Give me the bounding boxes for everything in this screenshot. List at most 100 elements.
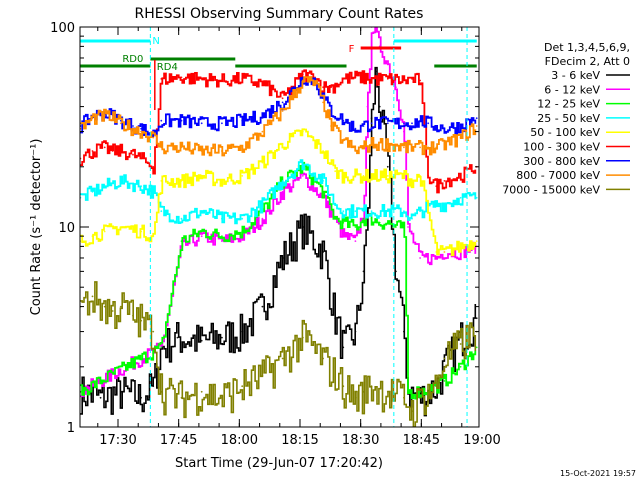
point-300-800-kev	[435, 125, 438, 127]
point-800-7000-kev	[111, 117, 114, 120]
point-800-7000-kev	[475, 125, 478, 127]
point-25-50-kev	[475, 196, 478, 199]
point-6-12-kev	[366, 105, 369, 108]
rd0-label: RD0	[122, 54, 143, 65]
point-25-50-kev	[411, 217, 413, 220]
point-25-50-kev	[459, 196, 462, 199]
point-7000-15000-kev	[459, 343, 462, 345]
point-12-25-kev	[459, 365, 462, 368]
point-6-12-kev	[386, 63, 389, 66]
point-7000-15000-kev	[180, 396, 183, 399]
legend-header: FDecim 2, Att 0	[545, 55, 630, 68]
point-3-6-kev	[281, 257, 284, 259]
point-6-12-kev	[354, 240, 357, 243]
point-800-7000-kev	[180, 146, 183, 149]
point-7000-15000-kev	[221, 396, 223, 399]
point-7000-15000-kev	[103, 305, 106, 308]
point-25-50-kev	[362, 210, 365, 213]
legend-entry-label: 6 - 12 keV	[544, 83, 600, 96]
point-100-300-kev	[103, 146, 106, 149]
point-800-7000-kev	[301, 79, 304, 82]
point-3-6-kev	[99, 396, 102, 399]
point-3-6-kev	[176, 336, 179, 339]
point-50-100-kev	[386, 175, 389, 177]
point-12-25-kev	[354, 226, 357, 228]
point-6-12-kev	[301, 175, 304, 177]
point-100-300-kev	[330, 86, 332, 89]
point-300-800-kev	[261, 114, 264, 117]
series-100-300-kev	[80, 69, 478, 194]
point-50-100-kev	[322, 150, 324, 152]
legend-entry-label: 3 - 6 keV	[551, 69, 600, 82]
point-25-50-kev	[180, 217, 183, 220]
point-50-100-kev	[475, 240, 478, 243]
point-3-6-kev	[395, 270, 397, 273]
point-25-50-kev	[241, 217, 244, 220]
point-7000-15000-kev	[132, 314, 134, 317]
point-50-100-kev	[370, 175, 373, 177]
point-50-100-kev	[342, 175, 345, 177]
legend-entry-label: 12 - 25 keV	[537, 98, 600, 111]
point-300-800-kev	[403, 122, 405, 125]
point-3-6-kev	[342, 346, 345, 349]
point-50-100-kev	[200, 175, 203, 177]
point-100-300-kev	[459, 175, 462, 177]
point-12-25-kev	[386, 221, 389, 224]
point-12-25-kev	[419, 390, 421, 393]
point-7000-15000-kev	[301, 336, 304, 339]
point-100-300-kev	[362, 76, 365, 79]
point-300-800-kev	[132, 125, 134, 127]
point-7000-15000-kev	[281, 357, 284, 360]
legend: Det 1,3,4,5,6,9,FDecim 2, Att 03 - 6 keV…	[502, 41, 630, 196]
point-100-300-kev	[111, 150, 114, 152]
point-7000-15000-kev	[91, 295, 94, 298]
point-100-300-kev	[427, 175, 430, 177]
point-3-6-kev	[241, 330, 244, 333]
point-25-50-kev	[342, 210, 345, 213]
point-800-7000-kev	[435, 146, 438, 149]
point-12-25-kev	[475, 346, 478, 349]
night-label: N	[152, 36, 159, 47]
point-3-6-kev	[200, 339, 203, 342]
point-800-7000-kev	[160, 146, 163, 149]
point-100-300-kev	[419, 79, 421, 82]
point-300-800-kev	[301, 76, 304, 79]
point-3-6-kev	[366, 210, 369, 213]
point-7000-15000-kev	[354, 396, 357, 399]
point-800-7000-kev	[241, 146, 244, 149]
point-7000-15000-kev	[140, 319, 143, 322]
point-100-300-kev	[180, 76, 183, 79]
point-25-50-kev	[435, 203, 438, 206]
point-12-25-kev	[160, 346, 163, 349]
footer-timestamp: 15-Oct-2021 19:57	[560, 469, 636, 478]
point-50-100-kev	[119, 226, 122, 228]
point-7000-15000-kev	[435, 385, 438, 388]
point-300-800-kev	[475, 117, 478, 120]
point-50-100-kev	[180, 180, 183, 182]
point-7000-15000-kev	[160, 390, 163, 393]
point-300-800-kev	[281, 101, 284, 104]
point-800-7000-kev	[342, 139, 345, 142]
point-12-25-kev	[322, 190, 324, 193]
point-300-800-kev	[221, 122, 223, 125]
chart-title: RHESSI Observing Summary Count Rates	[135, 6, 424, 22]
point-25-50-kev	[403, 210, 405, 213]
point-50-100-kev	[261, 161, 264, 164]
point-3-6-kev	[403, 330, 405, 333]
point-7000-15000-kev	[370, 385, 373, 388]
point-50-100-kev	[241, 175, 244, 177]
point-6-12-kev	[200, 235, 203, 238]
point-50-100-kev	[221, 180, 223, 182]
point-6-12-kev	[407, 226, 409, 228]
point-7000-15000-kev	[362, 390, 365, 393]
point-12-25-kev	[370, 217, 373, 220]
point-50-100-kev	[403, 175, 405, 177]
point-12-25-kev	[221, 235, 223, 238]
point-800-7000-kev	[119, 122, 122, 125]
point-800-7000-kev	[132, 127, 134, 130]
point-6-12-kev	[221, 240, 223, 243]
point-300-800-kev	[427, 122, 430, 125]
point-7000-15000-kev	[411, 410, 413, 413]
